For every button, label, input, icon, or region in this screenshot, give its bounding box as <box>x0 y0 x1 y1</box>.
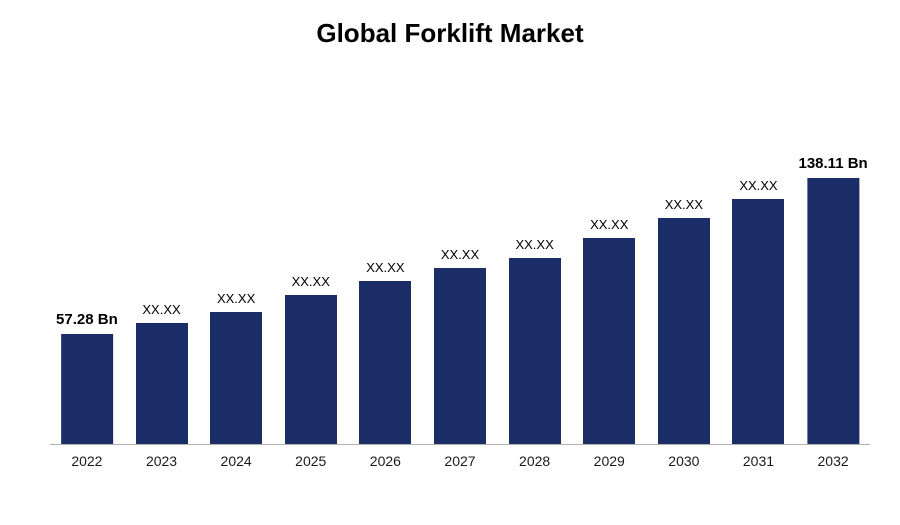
bar-group-2026: XX.XX <box>359 260 411 444</box>
bar-group-2025: XX.XX <box>285 274 337 444</box>
bar <box>583 238 635 444</box>
x-axis-label: 2025 <box>295 453 326 469</box>
bar <box>61 334 113 445</box>
x-axis-label: 2026 <box>370 453 401 469</box>
bar-value-label: XX.XX <box>142 302 180 317</box>
bar-value-label: 57.28 Bn <box>56 311 118 328</box>
bar-group-2031: XX.XX <box>732 178 784 444</box>
x-axis-label: 2023 <box>146 453 177 469</box>
x-axis-label: 2022 <box>71 453 102 469</box>
bar-value-label: 138.11 Bn <box>798 155 867 172</box>
chart-title: Global Forklift Market <box>0 0 900 49</box>
bar-group-2024: XX.XX <box>210 291 262 444</box>
bar-group-2028: XX.XX <box>509 237 561 444</box>
bar-group-2030: XX.XX <box>658 197 710 444</box>
bar-value-label: XX.XX <box>739 178 777 193</box>
bar <box>509 258 561 444</box>
bar <box>732 199 784 444</box>
bar-group-2029: XX.XX <box>583 217 635 444</box>
bar-value-label: XX.XX <box>441 247 479 262</box>
bar-value-label: XX.XX <box>590 217 628 232</box>
bar <box>136 323 188 444</box>
x-axis-label: 2028 <box>519 453 550 469</box>
x-axis-label: 2031 <box>743 453 774 469</box>
bar <box>210 312 262 444</box>
bar-group-2027: XX.XX <box>434 247 486 444</box>
chart-container: 57.28 Bn XX.XX XX.XX XX.XX XX.XX XX.XX XX.XX XX… <box>50 80 870 475</box>
x-axis-label: 2032 <box>818 453 849 469</box>
bar-group-2022: 57.28 Bn <box>56 311 118 445</box>
x-axis-label: 2029 <box>594 453 625 469</box>
x-axis-label: 2030 <box>668 453 699 469</box>
x-axis-label: 2024 <box>221 453 252 469</box>
bar-group-2023: XX.XX <box>136 302 188 444</box>
bar <box>285 295 337 444</box>
bar-value-label: XX.XX <box>515 237 553 252</box>
bar-value-label: XX.XX <box>217 291 255 306</box>
x-axis: 2022 2023 2024 2025 2026 2027 2028 2029 2030 2031… <box>50 445 870 475</box>
bar-value-label: XX.XX <box>366 260 404 275</box>
bar <box>359 281 411 444</box>
bar-value-label: XX.XX <box>292 274 330 289</box>
bar-group-2032: 138.11 Bn <box>798 155 867 444</box>
plot-area: 57.28 Bn XX.XX XX.XX XX.XX XX.XX XX.XX XX.XX XX… <box>50 80 870 445</box>
bar <box>434 268 486 444</box>
bar-value-label: XX.XX <box>665 197 703 212</box>
x-axis-label: 2027 <box>444 453 475 469</box>
bar <box>658 218 710 444</box>
bar <box>807 178 859 444</box>
